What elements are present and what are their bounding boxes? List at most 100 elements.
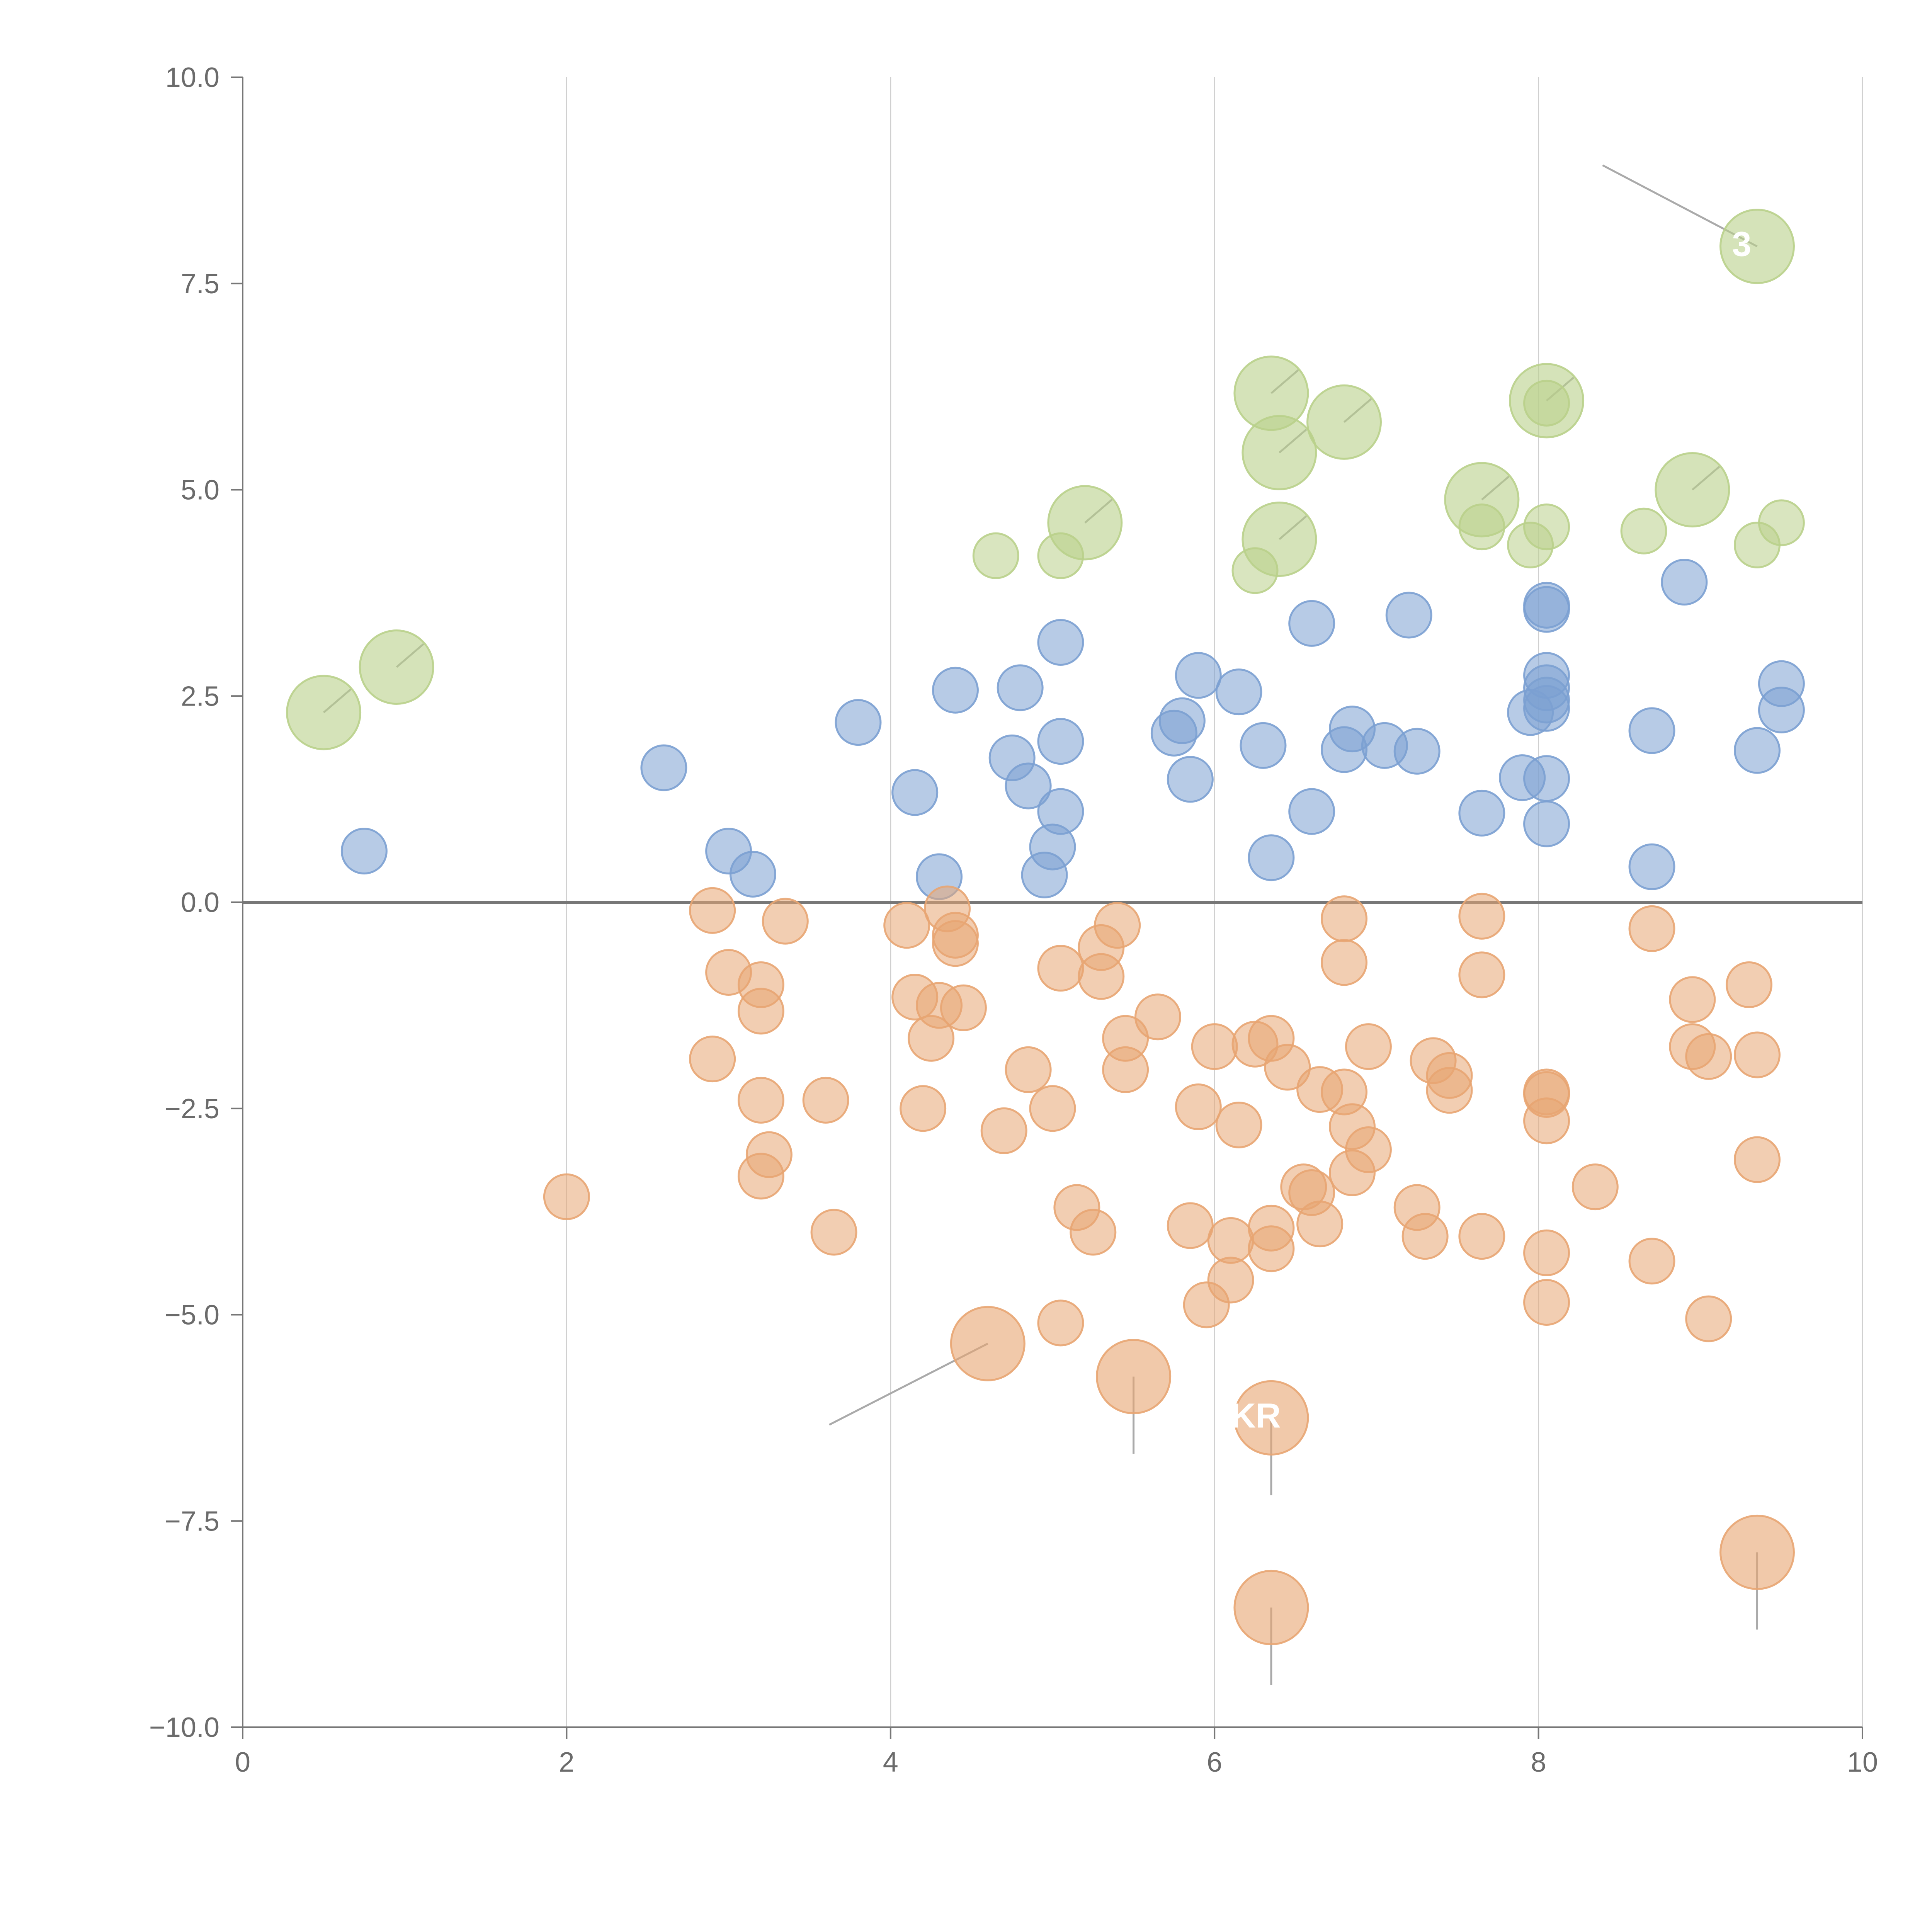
point-negative	[689, 887, 736, 934]
point-positive	[1175, 652, 1222, 699]
annotation-label: 3	[1732, 225, 1751, 264]
point-positive	[1037, 788, 1084, 835]
point-negative	[1207, 1257, 1254, 1304]
x-tick-label: 0	[235, 1747, 250, 1778]
point-positive	[1628, 707, 1675, 754]
annotated-point-negative	[950, 1306, 1026, 1381]
point-negative	[1167, 1202, 1214, 1249]
point-negative	[900, 1085, 947, 1132]
point-negative	[737, 1077, 784, 1124]
point-positive	[1288, 788, 1335, 835]
point-negative	[810, 1209, 857, 1256]
point-positive	[835, 699, 882, 746]
point-negative	[1296, 1201, 1344, 1248]
point-positive	[1288, 600, 1335, 647]
point-negative	[932, 912, 979, 959]
point-negative	[1734, 1136, 1781, 1183]
y-tick-label: 0.0	[181, 887, 219, 918]
annotated-point-highlighted-positive	[1306, 384, 1382, 460]
annotated-point-highlighted-positive	[1444, 462, 1520, 537]
point-positive	[1240, 722, 1287, 769]
point-negative	[1628, 1238, 1675, 1285]
point-negative	[1726, 961, 1773, 1008]
point-negative	[1005, 1046, 1052, 1093]
point-negative	[940, 984, 987, 1031]
point-negative	[1102, 1046, 1149, 1093]
point-positive	[1734, 727, 1781, 774]
point-negative	[745, 1131, 793, 1178]
point-positive	[891, 769, 939, 816]
point-negative	[1037, 1299, 1084, 1347]
point-negative	[1628, 905, 1675, 952]
point-negative	[1458, 1213, 1505, 1260]
point-positive	[1037, 718, 1084, 765]
point-positive	[640, 744, 687, 791]
point-negative	[1248, 1225, 1295, 1272]
point-positive	[1158, 697, 1206, 744]
point-positive	[1458, 789, 1505, 837]
point-negative	[1134, 993, 1181, 1041]
y-tick-label: −5.0	[165, 1300, 219, 1331]
point-highlighted-positive	[1620, 507, 1667, 554]
point-positive	[932, 667, 979, 714]
y-tick-label: 5.0	[181, 475, 219, 506]
x-tick-label: 8	[1531, 1747, 1546, 1778]
point-positive	[1248, 834, 1295, 881]
annotated-point-negative	[1719, 1514, 1795, 1590]
annotated-point-highlighted-positive	[1719, 209, 1795, 284]
point-negative	[1458, 893, 1505, 940]
point-negative	[1070, 1209, 1117, 1256]
point-positive	[997, 664, 1044, 711]
y-tick-label: −7.5	[165, 1506, 219, 1537]
point-negative	[1321, 895, 1368, 942]
point-negative	[1669, 976, 1716, 1023]
point-positive	[1037, 619, 1084, 666]
point-positive	[1628, 843, 1675, 890]
point-highlighted-positive	[972, 532, 1019, 579]
point-negative	[762, 898, 809, 945]
point-negative	[1037, 945, 1084, 992]
point-negative	[1345, 1023, 1392, 1070]
point-negative	[883, 902, 930, 949]
point-negative	[1685, 1295, 1732, 1342]
annotation-label: KR	[1231, 1396, 1281, 1435]
point-negative	[737, 988, 784, 1035]
y-tick-label: −10.0	[149, 1712, 219, 1743]
point-positive	[729, 850, 776, 898]
point-negative	[689, 1036, 736, 1083]
point-negative	[1207, 1217, 1254, 1264]
annotated-point-highlighted-positive	[359, 629, 434, 705]
point-negative	[1029, 1085, 1076, 1132]
point-negative	[1264, 1044, 1311, 1091]
annotated-point-highlighted-positive	[1655, 452, 1730, 527]
point-negative	[1094, 902, 1141, 949]
point-positive	[1523, 652, 1570, 699]
y-tick-label: 2.5	[181, 681, 219, 712]
point-negative	[1523, 1229, 1570, 1276]
point-highlighted-positive	[1758, 499, 1805, 546]
point-positive	[1523, 755, 1570, 802]
x-tick-label: 2	[559, 1747, 574, 1778]
point-negative	[1523, 1097, 1570, 1145]
x-tick-label: 4	[883, 1747, 898, 1778]
point-negative	[1175, 1083, 1222, 1130]
point-negative	[1321, 939, 1368, 986]
data-points	[286, 209, 1805, 1645]
annotated-point-negative	[1096, 1339, 1172, 1415]
point-positive	[1523, 582, 1570, 629]
axes: 0 2 4 6 8 10 10.0 7.5 5.0 2.5 0.0 −2.5 −5.0 −7.5 −10.0	[149, 62, 1878, 1778]
annotated-point-highlighted-positive	[1509, 363, 1585, 439]
x-tick-label: 10	[1847, 1747, 1878, 1778]
point-negative	[1523, 1279, 1570, 1326]
annotated-point-highlighted-positive	[1047, 485, 1123, 561]
annotated-point-negative	[1233, 1380, 1309, 1456]
annotated-point-highlighted-positive	[1242, 502, 1317, 577]
point-negative	[1078, 953, 1125, 1000]
point-negative	[1458, 951, 1505, 998]
point-positive	[1005, 762, 1052, 810]
y-tick-label: −2.5	[165, 1094, 219, 1124]
point-negative	[1345, 1126, 1392, 1173]
y-tick-label: 10.0	[165, 62, 219, 93]
